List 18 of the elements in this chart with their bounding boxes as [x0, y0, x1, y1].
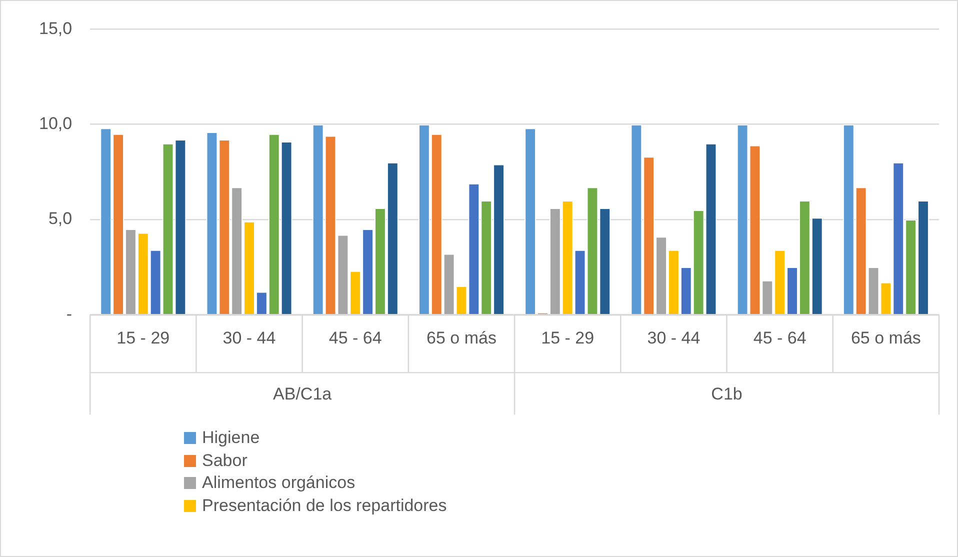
legend-label: Higiene — [202, 428, 260, 448]
y-tick-label: 15,0 — [38, 18, 72, 38]
y-tick-label: - — [66, 304, 72, 324]
x-tick-label: 65 o más — [426, 328, 496, 348]
x-tick-label: 65 o más — [850, 328, 921, 348]
x-tick-label: 45 - 64 — [328, 328, 382, 348]
legend-label: Alimentos orgánicos — [202, 473, 356, 494]
y-tick-label: 5,0 — [48, 209, 72, 228]
x-tick-label: 15 - 29 — [541, 328, 594, 348]
legend-label: Presentación de los repartidores — [202, 496, 447, 516]
text: AB/C1a — [273, 384, 332, 404]
legend-label: Sabor — [202, 450, 248, 471]
x-tick-label: 30 - 44 — [222, 328, 276, 348]
x-tick-label: 45 - 64 — [753, 328, 806, 348]
text: C1b — [711, 384, 742, 404]
x-tick-label: 30 - 44 — [647, 328, 700, 348]
y-tick-label: 10,0 — [38, 114, 72, 134]
x-tick-label: 15 - 29 — [116, 328, 170, 348]
